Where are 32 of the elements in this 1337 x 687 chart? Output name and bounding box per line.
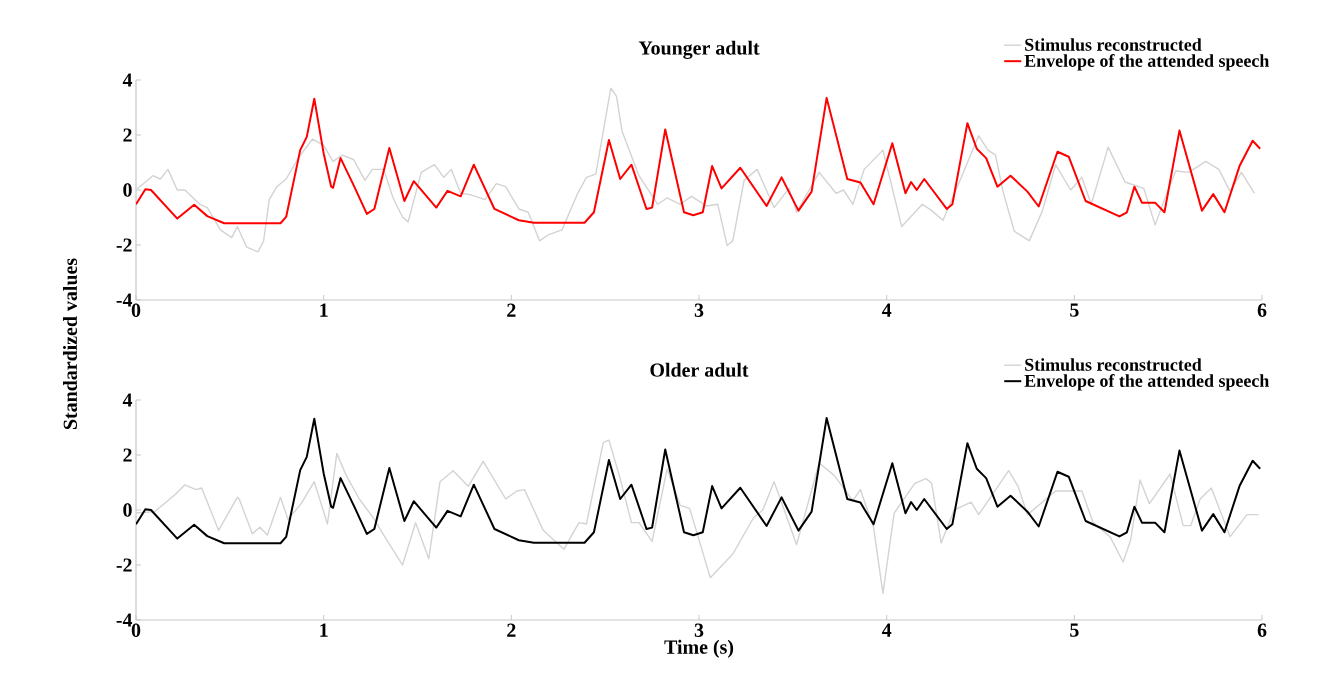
x-tick-label: 1	[320, 303, 328, 317]
line-series	[136, 96, 1262, 225]
y-tick-label: 4	[122, 393, 133, 407]
y-tick-label: 2	[123, 448, 132, 462]
y-tick-label: -2	[116, 238, 132, 252]
x-tick-label: 3	[694, 623, 704, 637]
y-tick-label: 0	[123, 503, 132, 517]
y-tick-label: -4	[116, 293, 133, 307]
chart-title: Older adult	[650, 362, 749, 377]
legend-label: Stimulus reconstructed	[1025, 38, 1202, 51]
line-series	[136, 416, 1262, 545]
y-tick-label: -2	[116, 558, 132, 572]
y-axis-title: Standardized values	[62, 258, 78, 430]
x-tick-label: 4	[881, 303, 892, 317]
x-axis-title: Time (s)	[664, 639, 734, 658]
chart-title: Younger adult	[638, 40, 760, 59]
y-tick-label: -4	[116, 613, 133, 627]
x-tick-label: 2	[507, 623, 516, 637]
x-tick-label: 6	[1257, 303, 1267, 317]
x-tick-label: 1	[320, 623, 328, 637]
x-tick-label: 2	[507, 303, 516, 317]
x-tick-label: 4	[881, 623, 892, 637]
x-tick-label: 3	[694, 303, 704, 317]
y-tick-label: 4	[122, 73, 133, 87]
y-tick-label: 0	[123, 183, 132, 197]
legend-label: Envelope of the attended speech	[1024, 54, 1270, 71]
x-tick-label: 5	[1070, 303, 1079, 317]
y-tick-label: 2	[123, 128, 132, 142]
x-tick-label: 5	[1070, 623, 1079, 637]
legend-label: Stimulus reconstructed	[1025, 358, 1202, 371]
x-tick-label: 6	[1257, 623, 1267, 637]
legend-label: Envelope of the attended speech	[1024, 374, 1270, 391]
